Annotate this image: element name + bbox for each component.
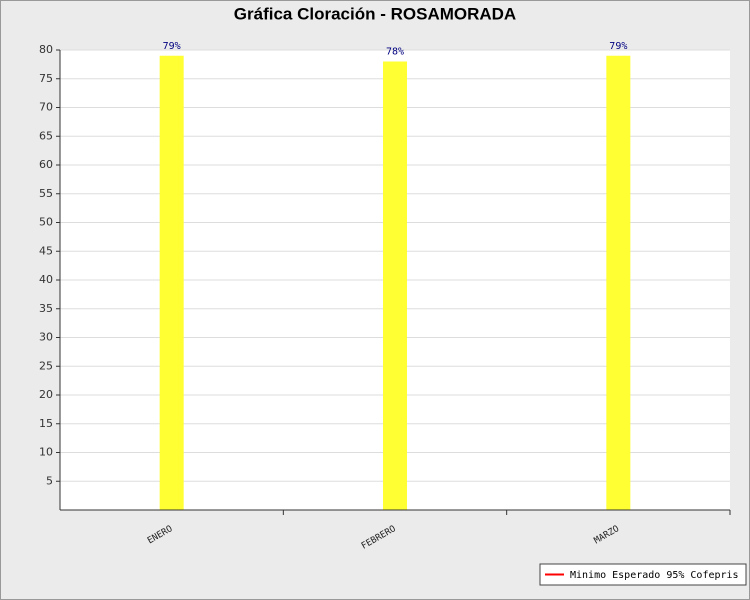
y-tick-label: 60 xyxy=(39,158,53,171)
y-tick-label: 20 xyxy=(39,388,53,401)
y-tick-label: 50 xyxy=(39,216,53,229)
legend-box xyxy=(539,563,747,586)
y-tick-label: 70 xyxy=(39,101,53,114)
value-label: 78% xyxy=(386,47,404,58)
value-label: 79% xyxy=(609,41,627,52)
y-tick-label: 5 xyxy=(46,474,53,487)
y-tick-label: 15 xyxy=(39,417,53,430)
y-tick-label: 30 xyxy=(39,331,53,344)
chart-title: Gráfica Cloración - ROSAMORADA xyxy=(234,4,516,23)
y-tick-label: 35 xyxy=(39,302,53,315)
bar xyxy=(606,55,631,510)
value-label: 79% xyxy=(163,41,181,52)
y-tick-label: 75 xyxy=(39,72,53,85)
legend-label: Minimo Esperado 95% Cofepris xyxy=(570,570,739,581)
y-tick-label: 80 xyxy=(39,43,53,56)
y-tick-label: 10 xyxy=(39,446,53,459)
y-tick-label: 45 xyxy=(39,244,53,257)
y-tick-label: 65 xyxy=(39,129,53,142)
y-tick-label: 55 xyxy=(39,187,53,200)
y-tick-label: 40 xyxy=(39,273,53,286)
bar xyxy=(383,61,407,510)
y-tick-label: 25 xyxy=(39,359,53,372)
bar xyxy=(159,55,184,510)
legend: Minimo Esperado 95% Cofepris xyxy=(539,563,747,586)
